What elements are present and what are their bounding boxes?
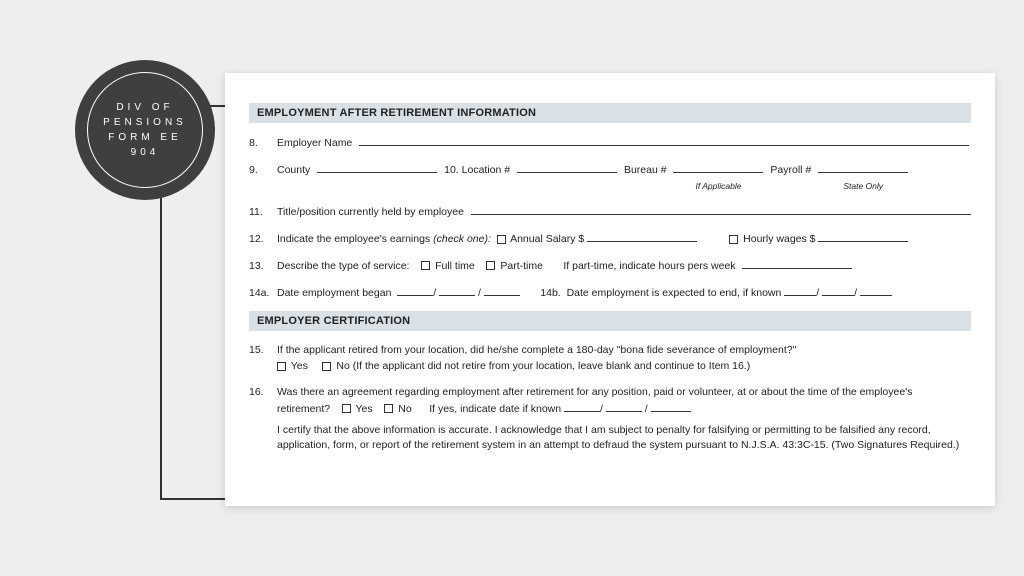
item-13: 13. Describe the type of service: Full t… xyxy=(249,258,971,275)
item15-no-checkbox[interactable] xyxy=(322,362,331,371)
item-11: 11. Title/position currently held by emp… xyxy=(249,204,971,221)
form-panel: EMPLOYMENT AFTER RETIREMENT INFORMATION … xyxy=(225,73,995,506)
item-14: 14a. Date employment began / / 14b. Date… xyxy=(249,285,971,302)
date-end-label: Date employment is expected to end, if k… xyxy=(567,287,782,299)
date-began-label: Date employment began xyxy=(277,287,391,299)
item16-yes-checkbox[interactable] xyxy=(342,404,351,413)
item-16-content: Was there an agreement regarding employm… xyxy=(277,385,971,418)
section-employment-header: EMPLOYMENT AFTER RETIREMENT INFORMATION xyxy=(249,103,971,123)
item-num: 14a. xyxy=(249,286,277,302)
hours-per-week-label: If part-time, indicate hours pers week xyxy=(563,260,735,272)
section-certification-header: EMPLOYER CERTIFICATION xyxy=(249,311,971,331)
item-14b-num: 14b. xyxy=(540,287,560,299)
annual-salary-label: Annual Salary $ xyxy=(510,233,584,245)
county-field[interactable] xyxy=(317,162,437,173)
title-badge: DIV OF PENSIONS FORM EE 904 xyxy=(75,60,215,200)
location-field[interactable] xyxy=(517,162,617,173)
earnings-hint: (check one): xyxy=(433,233,491,245)
date-end-y[interactable] xyxy=(860,285,892,296)
item-8-content: Employer Name xyxy=(277,135,971,152)
fulltime-label: Full time xyxy=(435,260,475,272)
item16-date-label: If yes, indicate date if known xyxy=(429,403,561,415)
fulltime-checkbox[interactable] xyxy=(421,261,430,270)
employer-name-field[interactable] xyxy=(359,135,969,146)
date-began-d[interactable] xyxy=(439,285,475,296)
date-end-d[interactable] xyxy=(822,285,854,296)
item-14-content: Date employment began / / 14b. Date empl… xyxy=(277,285,971,302)
item16-date-m[interactable] xyxy=(564,401,600,412)
item-15-question: If the applicant retired from your locat… xyxy=(277,344,796,356)
employer-name-label: Employer Name xyxy=(277,137,352,149)
item15-yes-checkbox[interactable] xyxy=(277,362,286,371)
parttime-checkbox[interactable] xyxy=(486,261,495,270)
item-12-content: Indicate the employee's earnings (check … xyxy=(277,231,971,248)
item16-date-y[interactable] xyxy=(651,401,691,412)
item-num: 9. xyxy=(249,163,277,179)
item-num: 15. xyxy=(249,343,277,359)
item15-yes-label: Yes xyxy=(291,360,308,372)
item16-yes-label: Yes xyxy=(356,403,373,415)
annual-salary-checkbox[interactable] xyxy=(497,235,506,244)
bureau-label: Bureau # xyxy=(624,164,667,176)
item-9: 9. County 10. Location # Bureau # If App… xyxy=(249,162,971,195)
item15-no-label: No (If the applicant did not retire from… xyxy=(336,360,750,372)
hours-per-week-field[interactable] xyxy=(742,258,852,269)
payroll-label: Payroll # xyxy=(770,164,811,176)
item-num: 12. xyxy=(249,232,277,248)
title-position-label: Title/position currently held by employe… xyxy=(277,206,464,218)
item-11-content: Title/position currently held by employe… xyxy=(277,204,971,221)
hourly-wages-checkbox[interactable] xyxy=(729,235,738,244)
title-position-field[interactable] xyxy=(471,204,971,215)
date-began-m[interactable] xyxy=(397,285,433,296)
item16-date-d[interactable] xyxy=(606,401,642,412)
certification-text: I certify that the above information is … xyxy=(277,423,971,452)
item-15-content: If the applicant retired from your locat… xyxy=(277,343,971,375)
item-12: 12. Indicate the employee's earnings (ch… xyxy=(249,231,971,248)
bureau-sublabel: If Applicable xyxy=(673,180,763,193)
item16-no-label: No xyxy=(398,403,411,415)
item-16: 16. Was there an agreement regarding emp… xyxy=(249,385,971,418)
bureau-field[interactable] xyxy=(673,162,763,173)
earnings-lead: Indicate the employee's earnings xyxy=(277,233,430,245)
hourly-wages-label: Hourly wages $ xyxy=(743,233,815,245)
county-label: County xyxy=(277,164,310,176)
item-13-content: Describe the type of service: Full time … xyxy=(277,258,971,275)
payroll-sublabel: State Only xyxy=(818,180,908,193)
date-began-y[interactable] xyxy=(484,285,520,296)
item-9-content: County 10. Location # Bureau # If Applic… xyxy=(277,162,971,195)
date-end-m[interactable] xyxy=(784,285,816,296)
parttime-label: Part-time xyxy=(500,260,543,272)
item-num: 8. xyxy=(249,136,277,152)
item-num: 11. xyxy=(249,205,277,221)
service-type-lead: Describe the type of service: xyxy=(277,260,409,272)
item-15: 15. If the applicant retired from your l… xyxy=(249,343,971,375)
annual-salary-field[interactable] xyxy=(587,231,697,242)
item16-no-checkbox xyxy=(384,404,393,413)
item-num: 16. xyxy=(249,385,277,401)
location-label: 10. Location # xyxy=(444,164,510,176)
hourly-wages-field[interactable] xyxy=(818,231,908,242)
item-8: 8. Employer Name xyxy=(249,135,971,152)
payroll-field[interactable] xyxy=(818,162,908,173)
title-badge-ring: DIV OF PENSIONS FORM EE 904 xyxy=(87,72,203,188)
title-badge-text: DIV OF PENSIONS FORM EE 904 xyxy=(103,100,187,160)
item-num: 13. xyxy=(249,259,277,275)
